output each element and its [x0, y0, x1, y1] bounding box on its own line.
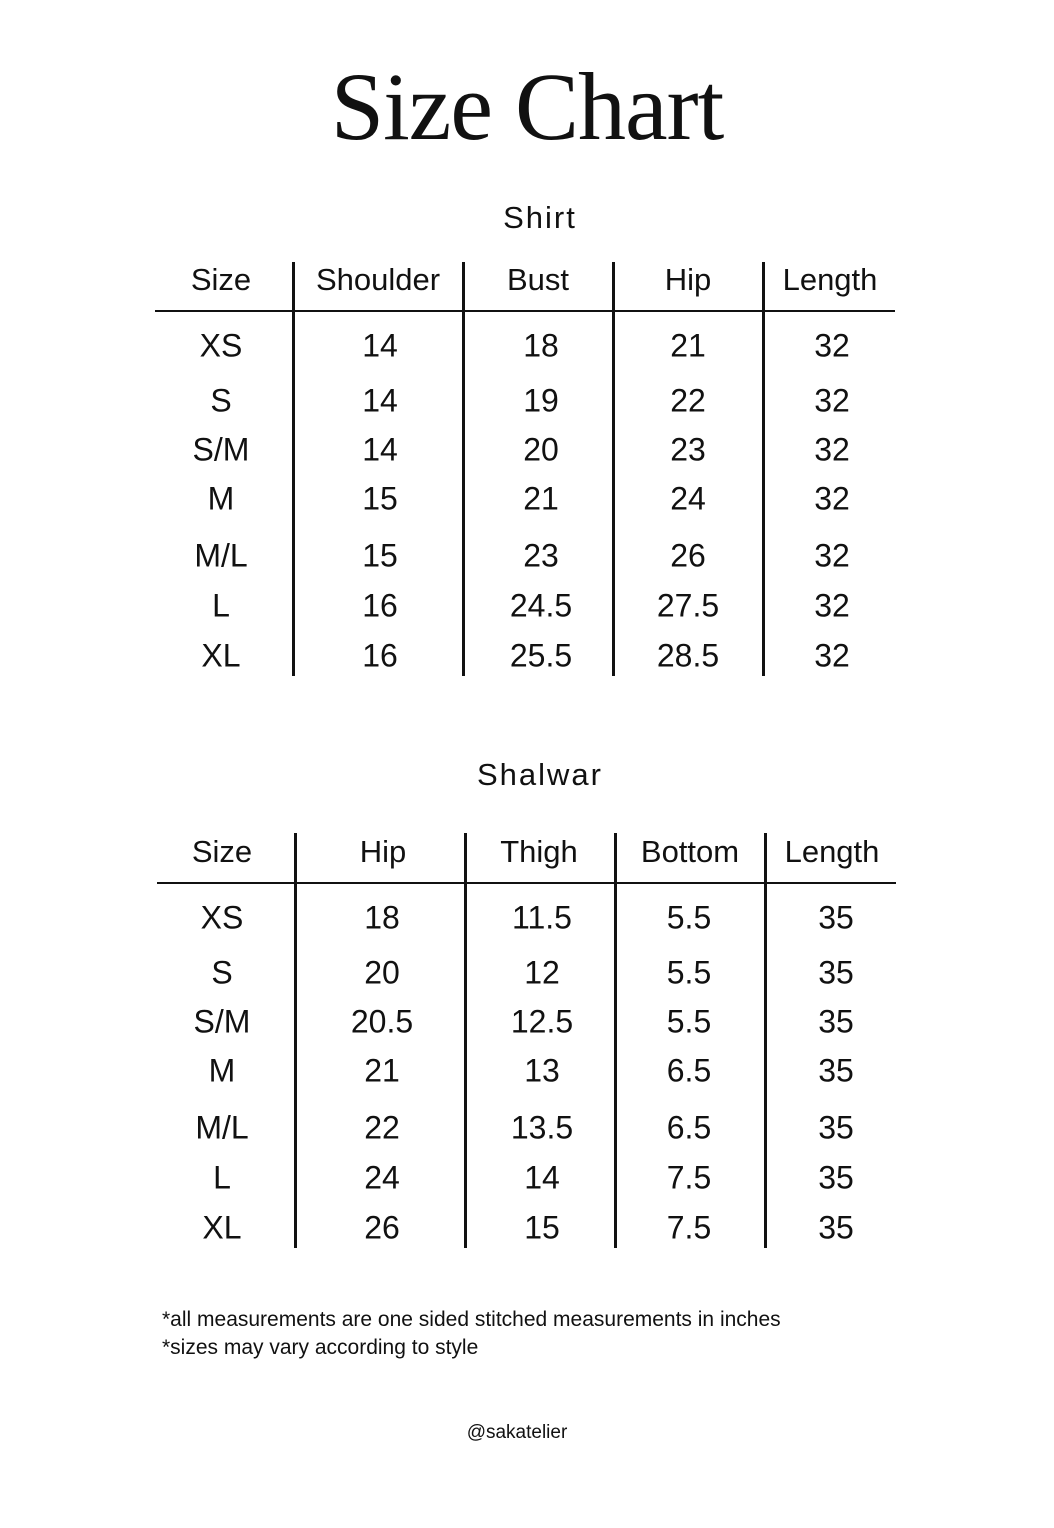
shalwar-header-hip: Hip — [359, 834, 407, 869]
shirt-cell-length: 32 — [814, 537, 850, 574]
shalwar-cell-thigh: 12.5 — [510, 1003, 574, 1040]
shalwar-cell-hip: 26 — [364, 1209, 400, 1246]
shalwar-cell-thigh: 13.5 — [510, 1109, 574, 1146]
shirt-cell-hip: 22 — [670, 382, 706, 419]
footnote-style: *sizes may vary according to style — [162, 1336, 479, 1359]
shirt-cell-bust: 20 — [523, 431, 559, 468]
shalwar-cell-bottom: 5.5 — [666, 1003, 712, 1040]
shalwar-cell-hip: 21 — [364, 1052, 400, 1089]
shalwar-cell-thigh: 12 — [524, 954, 560, 991]
shirt-cell-hip: 23 — [670, 431, 706, 468]
shalwar-header-thigh: Thigh — [500, 834, 578, 869]
shirt-header-bust: Bust — [506, 262, 570, 297]
shalwar-column-divider — [764, 833, 767, 1248]
shirt-cell-hip: 26 — [670, 537, 706, 574]
shirt-header-size: Size — [190, 262, 252, 297]
shirt-cell-size: XS — [199, 327, 243, 364]
shirt-cell-shoulder: 16 — [362, 637, 398, 674]
shirt-cell-hip: 27.5 — [656, 587, 720, 624]
shirt-header-divider — [155, 310, 895, 312]
shirt-column-divider — [292, 262, 295, 676]
shirt-column-divider — [762, 262, 765, 676]
shalwar-cell-hip: 20.5 — [350, 1003, 414, 1040]
shalwar-cell-size: S/M — [193, 1003, 251, 1040]
shalwar-cell-length: 35 — [818, 1109, 854, 1146]
shirt-cell-hip: 21 — [670, 327, 706, 364]
shalwar-header-size: Size — [191, 834, 253, 869]
shirt-cell-shoulder: 14 — [362, 431, 398, 468]
social-handle: @sakatelier — [466, 1422, 568, 1443]
shirt-cell-length: 32 — [814, 431, 850, 468]
shalwar-cell-length: 35 — [818, 1052, 854, 1089]
shirt-cell-bust: 23 — [523, 537, 559, 574]
shalwar-cell-length: 35 — [818, 1003, 854, 1040]
shirt-cell-shoulder: 15 — [362, 480, 398, 517]
shirt-cell-shoulder: 14 — [362, 382, 398, 419]
shalwar-column-divider — [294, 833, 297, 1248]
shalwar-cell-length: 35 — [818, 1209, 854, 1246]
shirt-column-divider — [612, 262, 615, 676]
shalwar-cell-length: 35 — [818, 1159, 854, 1196]
shalwar-cell-bottom: 6.5 — [666, 1109, 712, 1146]
shalwar-cell-length: 35 — [818, 899, 854, 936]
shirt-table-title: Shirt — [503, 200, 577, 235]
shirt-cell-bust: 24.5 — [509, 587, 573, 624]
shirt-cell-size: L — [212, 587, 230, 624]
shirt-cell-shoulder: 16 — [362, 587, 398, 624]
shirt-cell-length: 32 — [814, 327, 850, 364]
shirt-cell-length: 32 — [814, 637, 850, 674]
shirt-cell-length: 32 — [814, 382, 850, 419]
shirt-cell-size: XL — [201, 637, 241, 674]
shirt-cell-hip: 28.5 — [656, 637, 720, 674]
shirt-cell-size: M/L — [194, 537, 248, 574]
shirt-cell-bust: 21 — [523, 480, 559, 517]
shalwar-table-title: Shalwar — [477, 757, 603, 792]
shalwar-cell-thigh: 13 — [524, 1052, 560, 1089]
shalwar-header-length: Length — [784, 834, 880, 869]
shirt-header-length: Length — [782, 262, 878, 297]
shalwar-cell-size: M — [208, 1052, 236, 1089]
shalwar-cell-thigh: 14 — [524, 1159, 560, 1196]
shalwar-cell-thigh: 15 — [524, 1209, 560, 1246]
shalwar-cell-size: S — [211, 954, 233, 991]
shalwar-cell-hip: 22 — [364, 1109, 400, 1146]
shalwar-header-bottom: Bottom — [640, 834, 740, 869]
shirt-header-hip: Hip — [664, 262, 712, 297]
shalwar-cell-bottom: 7.5 — [666, 1209, 712, 1246]
shalwar-cell-hip: 18 — [364, 899, 400, 936]
shirt-cell-shoulder: 15 — [362, 537, 398, 574]
shalwar-cell-length: 35 — [818, 954, 854, 991]
shirt-cell-bust: 25.5 — [509, 637, 573, 674]
shalwar-cell-bottom: 5.5 — [666, 954, 712, 991]
shalwar-cell-thigh: 11.5 — [512, 899, 572, 936]
shalwar-cell-hip: 20 — [364, 954, 400, 991]
shalwar-cell-bottom: 6.5 — [666, 1052, 712, 1089]
shalwar-cell-bottom: 7.5 — [666, 1159, 712, 1196]
shirt-cell-length: 32 — [814, 480, 850, 517]
shalwar-column-divider — [614, 833, 617, 1248]
shirt-cell-size: M — [207, 480, 235, 517]
shalwar-column-divider — [464, 833, 467, 1248]
footnote-measurements: *all measurements are one sided stitched… — [162, 1308, 781, 1331]
shalwar-cell-size: L — [213, 1159, 231, 1196]
shirt-cell-bust: 19 — [523, 382, 559, 419]
shirt-cell-size: S — [210, 382, 232, 419]
shalwar-cell-size: XL — [202, 1209, 242, 1246]
shirt-cell-bust: 18 — [523, 327, 559, 364]
shalwar-cell-bottom: 5.5 — [666, 899, 712, 936]
shirt-column-divider — [462, 262, 465, 676]
shirt-header-shoulder: Shoulder — [315, 262, 441, 297]
shalwar-cell-hip: 24 — [364, 1159, 400, 1196]
page-title: Size Chart — [330, 53, 725, 160]
shirt-cell-length: 32 — [814, 587, 850, 624]
shirt-cell-shoulder: 14 — [362, 327, 398, 364]
shirt-cell-hip: 24 — [670, 480, 706, 517]
shalwar-cell-size: XS — [200, 899, 244, 936]
shalwar-cell-size: M/L — [195, 1109, 249, 1146]
shirt-cell-size: S/M — [192, 431, 250, 468]
shalwar-header-divider — [157, 882, 896, 884]
